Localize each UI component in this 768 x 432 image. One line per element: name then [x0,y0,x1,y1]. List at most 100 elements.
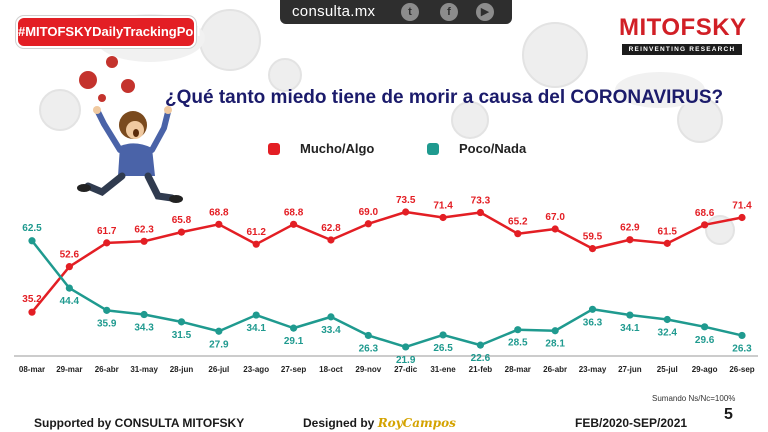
top-bar: consulta.mx t f ▶ [280,0,512,24]
data-point-poco-nada [551,327,559,335]
data-label-poco-nada: 27.9 [209,339,229,350]
designer-signature: RoyCampos [377,416,456,430]
data-point-mucho-algo [65,263,73,271]
youtube-icon[interactable]: ▶ [476,3,494,21]
data-point-mucho-algo [28,308,36,316]
data-point-poco-nada [514,326,522,334]
data-label-mucho-algo: 71.4 [732,200,752,211]
data-label-mucho-algo: 67.0 [545,212,565,223]
data-label-poco-nada: 29.6 [695,335,715,346]
data-point-mucho-algo [626,236,634,244]
data-point-poco-nada [439,331,447,339]
data-point-poco-nada [327,313,335,321]
data-label-poco-nada: 36.3 [583,317,603,328]
x-tick-label: 27-dic [394,365,418,374]
data-label-mucho-algo: 35.2 [22,294,42,305]
x-tick-label: 31-ene [430,365,456,374]
data-point-mucho-algo [140,237,148,245]
x-tick-label: 29-nov [355,365,381,374]
data-label-mucho-algo: 71.4 [433,200,453,211]
data-label-poco-nada: 26.5 [433,343,453,354]
data-label-mucho-algo: 61.5 [658,226,678,237]
x-tick-label: 26-sep [729,365,754,374]
data-point-poco-nada [289,324,298,332]
data-label-mucho-algo: 62.3 [134,224,154,235]
data-point-mucho-algo [663,239,671,247]
data-point-poco-nada [588,305,597,313]
data-label-poco-nada: 26.3 [359,343,379,354]
data-point-mucho-algo [402,208,410,216]
data-point-mucho-algo [252,240,260,248]
data-point-poco-nada [701,323,709,331]
data-label-mucho-algo: 61.7 [97,226,117,237]
designed-by-group: Designed by RoyCampos [303,416,456,430]
data-point-poco-nada [663,315,671,324]
data-point-mucho-algo [177,228,186,236]
data-label-mucho-algo: 59.5 [583,232,603,243]
x-tick-label: 28-jun [170,365,194,374]
data-point-mucho-algo [551,225,559,233]
data-label-poco-nada: 29.1 [284,336,304,347]
data-point-mucho-algo [103,239,111,247]
x-tick-label: 23-ago [243,365,269,374]
x-tick-label: 31-may [130,365,158,374]
data-point-poco-nada [738,331,746,340]
mitofsky-logo: MITOFSKY [619,14,747,41]
footnote: Sumando Ns/Nc=100% [652,394,736,403]
data-point-poco-nada [140,310,148,319]
data-label-poco-nada: 34.1 [620,323,640,334]
data-label-mucho-algo: 73.3 [471,196,491,207]
data-point-poco-nada [402,343,410,351]
data-label-poco-nada: 28.1 [545,339,565,350]
chart-title: ¿Qué tanto miedo tiene de morir a causa … [165,87,724,108]
legend-label-poco-nada: Poco/Nada [459,141,527,156]
data-label-mucho-algo: 61.2 [246,227,266,238]
data-point-poco-nada [215,327,223,335]
x-tick-label: 25-jul [657,365,678,374]
virus-illustration [39,9,735,245]
data-point-poco-nada [626,311,634,319]
data-label-poco-nada: 35.9 [97,318,117,329]
data-label-poco-nada: 21.9 [396,355,416,366]
series-line-poco-nada [31,239,743,349]
facebook-icon[interactable]: f [440,3,458,21]
data-label-mucho-algo: 65.2 [508,217,528,228]
x-tick-label: 26-jul [208,365,229,374]
data-point-mucho-algo [327,236,335,244]
data-point-poco-nada [364,331,372,340]
x-tick-label: 27-jun [618,365,642,374]
data-label-mucho-algo: 52.6 [60,250,80,261]
series-line-mucho-algo [31,210,743,313]
data-point-mucho-algo [738,213,746,222]
data-point-mucho-algo [588,245,597,253]
data-label-mucho-algo: 65.8 [172,215,192,226]
x-tick-label: 08-mar [19,365,45,374]
hashtag-badge: #MITOFSKYDailyTrackingPoll [16,16,201,48]
data-label-poco-nada: 62.5 [22,223,42,234]
site-link[interactable]: consulta.mx [292,3,376,20]
virus-icon [79,56,135,102]
legend-swatch-poco-nada [427,143,439,155]
x-tick-label: 26-abr [95,365,119,374]
x-tick-label: 26-abr [543,365,567,374]
data-point-mucho-algo [701,221,709,229]
designed-by-label: Designed by [303,416,375,430]
data-label-poco-nada: 33.4 [321,325,341,336]
legend-swatch-mucho-algo [268,143,280,155]
data-point-poco-nada [28,237,36,245]
data-label-poco-nada: 34.1 [246,323,266,334]
data-label-poco-nada: 44.4 [60,296,80,307]
twitter-icon[interactable]: t [401,3,419,21]
data-label-poco-nada: 26.3 [732,343,752,354]
x-tick-label: 27-sep [281,365,306,374]
legend-label-mucho-algo: Mucho/Algo [300,141,375,156]
data-label-mucho-algo: 68.6 [695,208,715,219]
x-tick-label: 28-mar [505,365,531,374]
data-label-mucho-algo: 68.8 [209,207,229,218]
data-label-mucho-algo: 68.8 [284,207,304,218]
data-label-poco-nada: 22.6 [471,353,491,364]
x-tick-label: 29-ago [692,365,718,374]
data-point-mucho-algo [364,220,372,228]
